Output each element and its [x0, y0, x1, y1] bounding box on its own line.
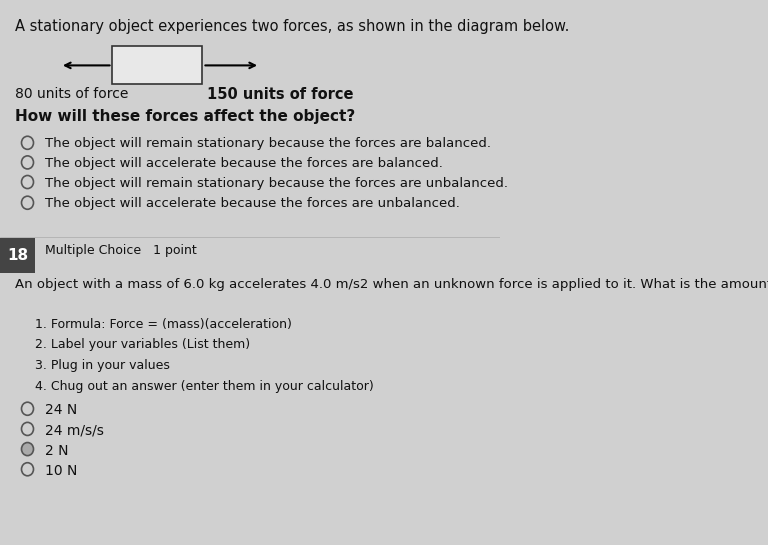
- Text: The object will remain stationary because the forces are unbalanced.: The object will remain stationary becaus…: [45, 177, 508, 190]
- Text: 2. Label your variables (List them): 2. Label your variables (List them): [35, 338, 250, 352]
- FancyBboxPatch shape: [0, 238, 35, 272]
- Text: An object with a mass of 6.0 kg accelerates 4.0 m/s2 when an unknown force is ap: An object with a mass of 6.0 kg accelera…: [15, 278, 768, 291]
- Text: 24 N: 24 N: [45, 403, 78, 417]
- Text: How will these forces affect the object?: How will these forces affect the object?: [15, 109, 356, 124]
- Text: 4. Chug out an answer (enter them in your calculator): 4. Chug out an answer (enter them in you…: [35, 380, 374, 393]
- Circle shape: [22, 443, 34, 456]
- FancyBboxPatch shape: [112, 46, 203, 84]
- Text: Multiple Choice   1 point: Multiple Choice 1 point: [45, 244, 197, 257]
- Text: 3. Plug in your values: 3. Plug in your values: [35, 359, 170, 372]
- Text: The object will accelerate because the forces are balanced.: The object will accelerate because the f…: [45, 157, 443, 170]
- Text: 18: 18: [7, 247, 28, 263]
- Text: 2 N: 2 N: [45, 444, 68, 458]
- Text: The object will remain stationary because the forces are balanced.: The object will remain stationary becaus…: [45, 137, 491, 150]
- Text: 80 units of force: 80 units of force: [15, 87, 128, 101]
- Text: 1. Formula: Force = (mass)(acceleration): 1. Formula: Force = (mass)(acceleration): [35, 318, 292, 331]
- Text: A stationary object experiences two forces, as shown in the diagram below.: A stationary object experiences two forc…: [15, 19, 569, 34]
- Text: 10 N: 10 N: [45, 464, 78, 478]
- Text: 24 m/s/s: 24 m/s/s: [45, 423, 104, 438]
- Text: 150 units of force: 150 units of force: [207, 87, 354, 102]
- Text: The object will accelerate because the forces are unbalanced.: The object will accelerate because the f…: [45, 197, 460, 210]
